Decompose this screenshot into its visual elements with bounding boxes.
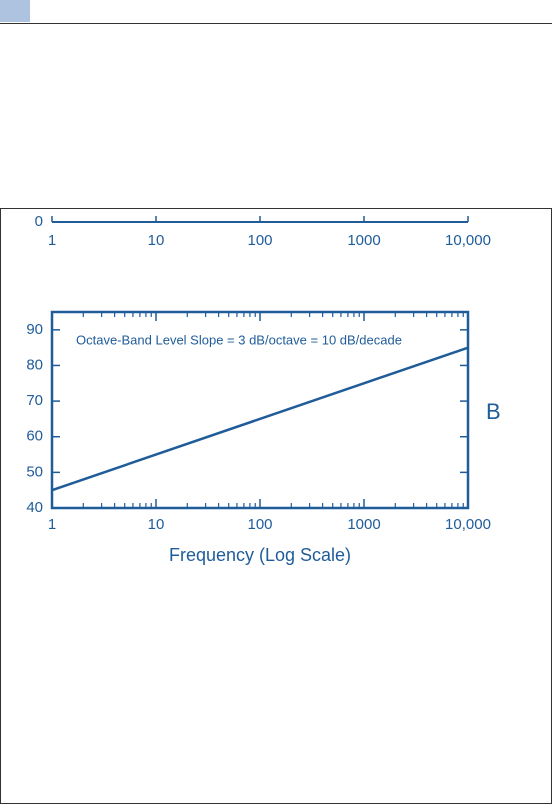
y-tick-label: 40 — [26, 499, 43, 516]
y-tick-label: 0 — [35, 213, 43, 230]
x-tick-label: 1000 — [347, 232, 380, 249]
header-marker — [0, 0, 30, 22]
x-tick-label: 10 — [148, 232, 165, 249]
y-tick-label: 80 — [26, 356, 43, 373]
y-tick-label: 90 — [26, 321, 43, 338]
x-tick-label: 100 — [247, 232, 272, 249]
y-tick-label: 50 — [26, 463, 43, 480]
x-axis-label: Frequency (Log Scale) — [169, 545, 351, 565]
x-tick-label: 100 — [247, 516, 272, 533]
x-tick-label: 10,000 — [445, 232, 491, 249]
x-tick-label: 10 — [148, 516, 165, 533]
x-tick-label: 10,000 — [445, 516, 491, 533]
y-tick-label: 60 — [26, 428, 43, 445]
data-line — [51, 346, 469, 492]
x-tick-label: 1 — [48, 516, 56, 533]
x-tick-label: 1000 — [347, 516, 380, 533]
x-tick-label: 1 — [48, 232, 56, 249]
y-tick-label: 70 — [26, 392, 43, 409]
panel-label: B — [486, 399, 501, 424]
annotation: Octave-Band Level Slope = 3 dB/octave = … — [76, 332, 402, 347]
